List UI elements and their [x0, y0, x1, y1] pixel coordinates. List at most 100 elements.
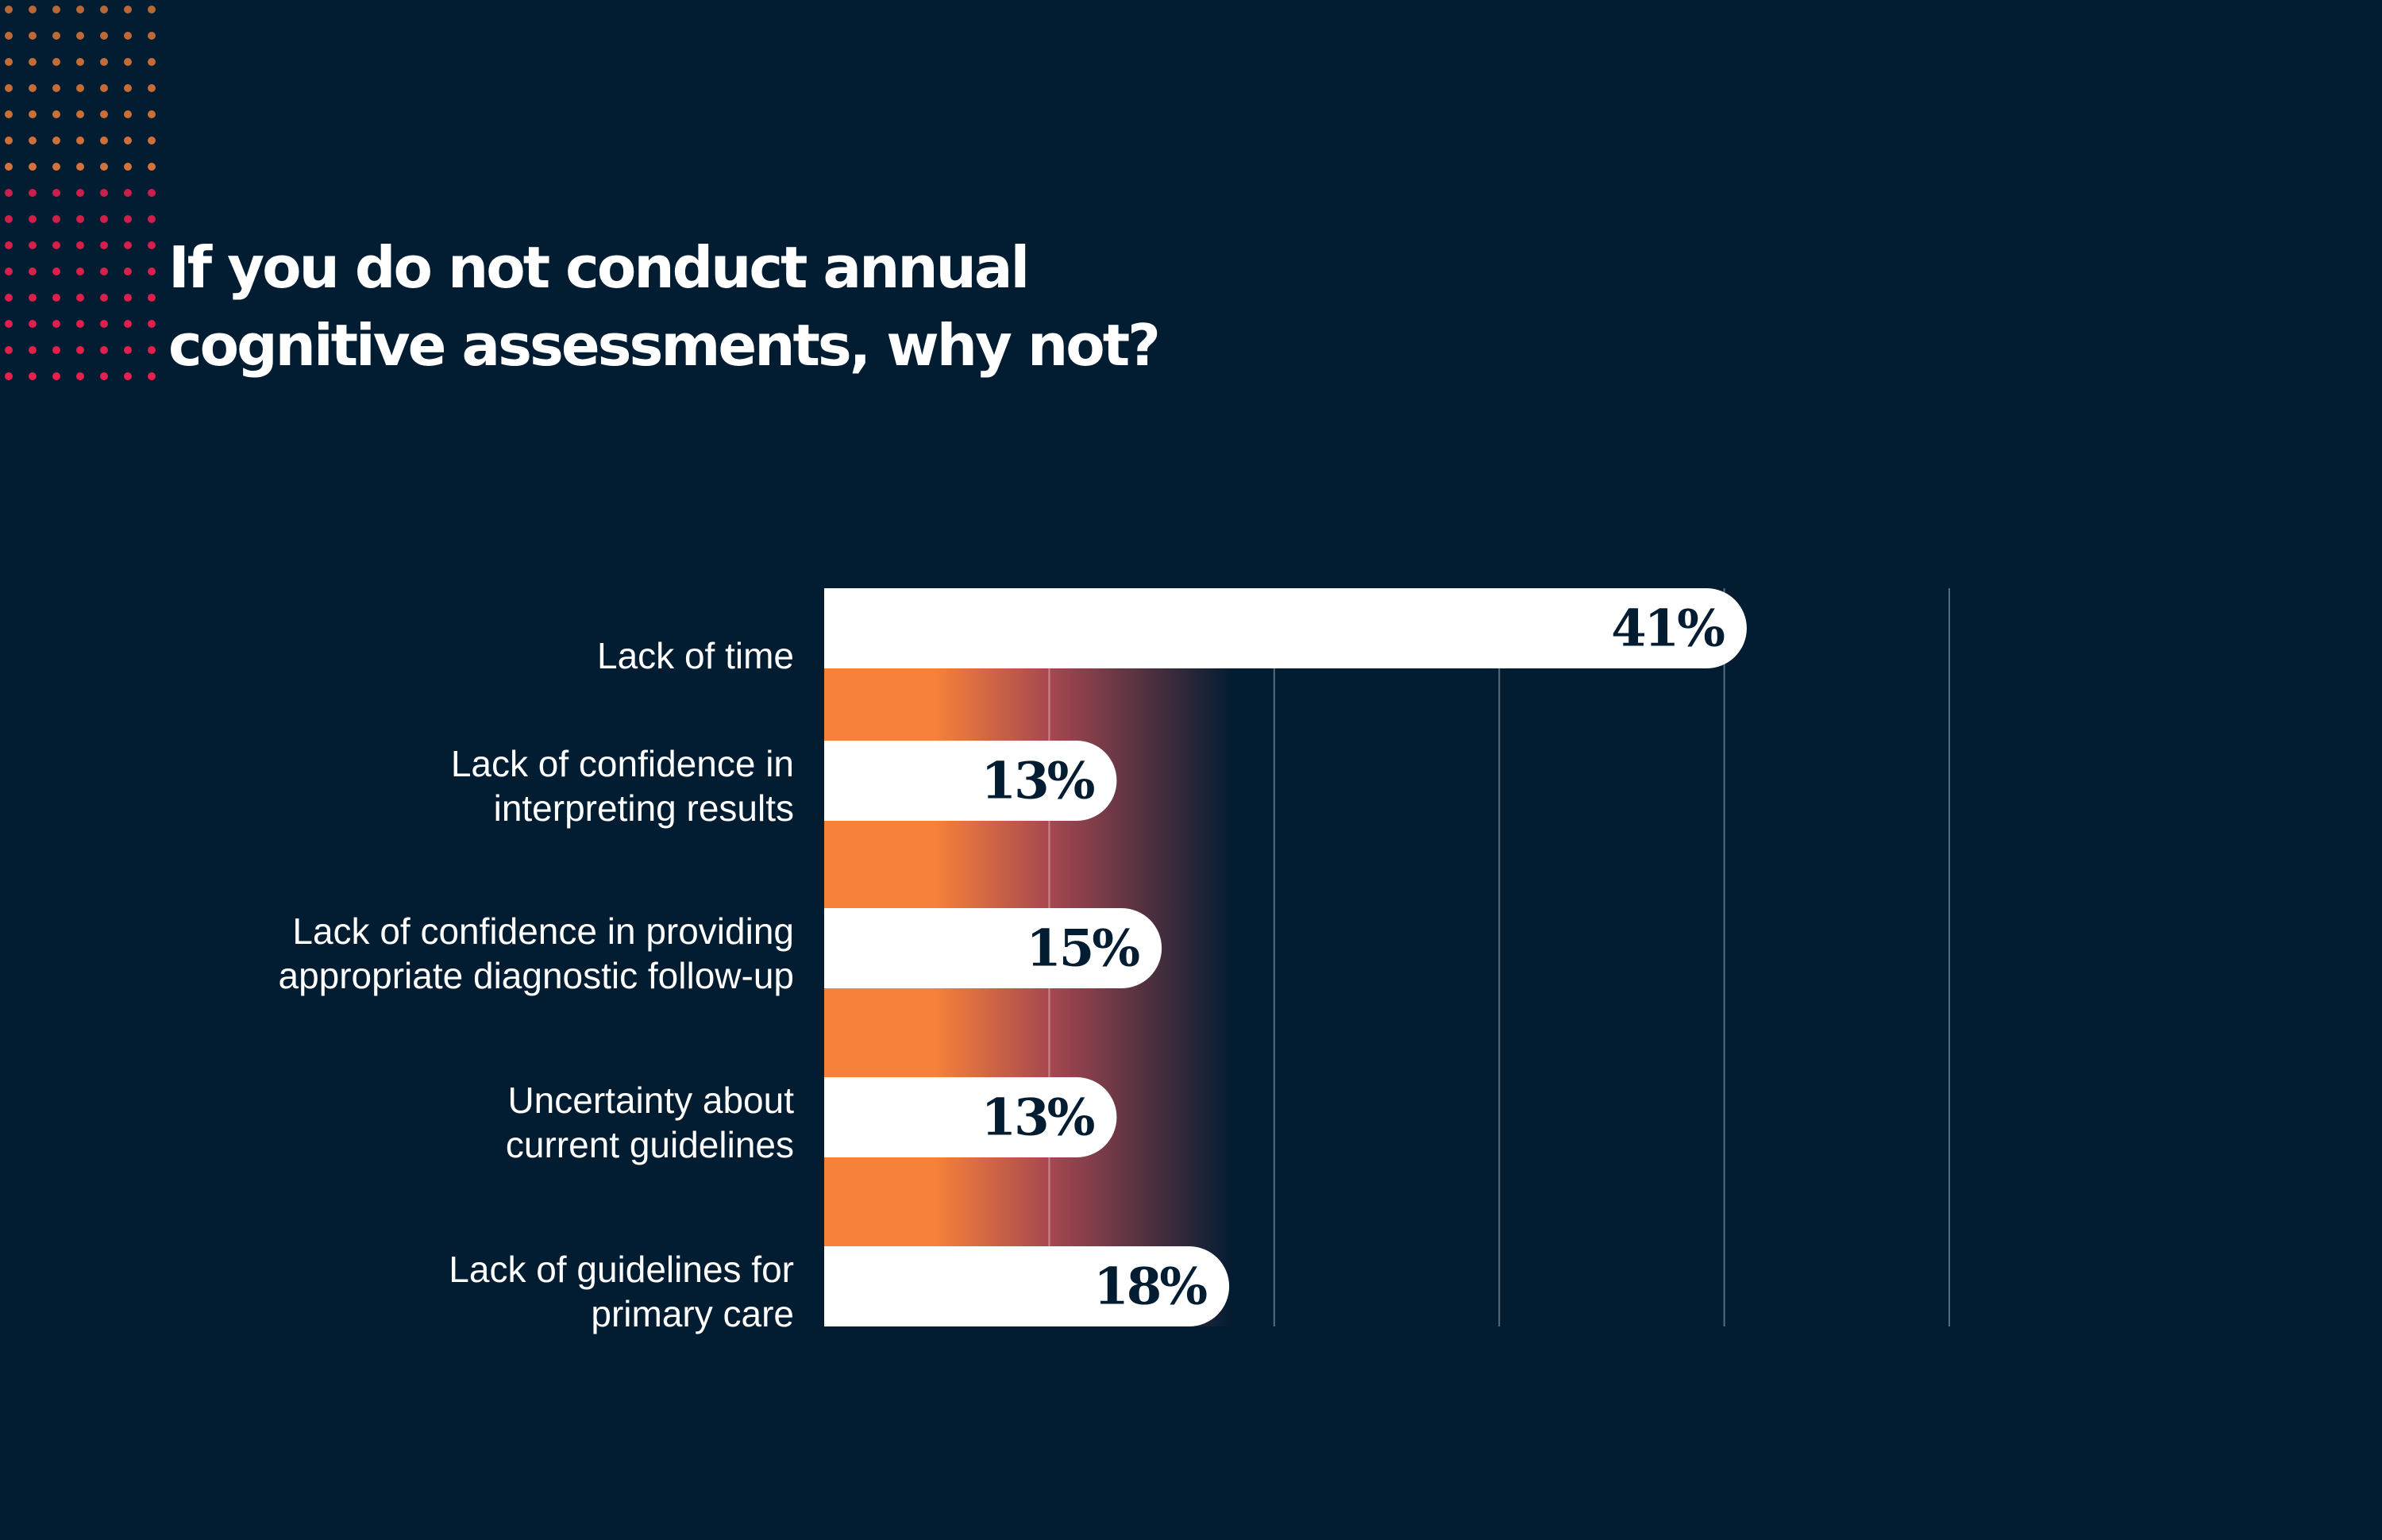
bar [824, 1246, 1230, 1326]
decorative-dot [124, 294, 132, 302]
bar [824, 588, 1747, 668]
decorative-dot [76, 58, 84, 66]
decorative-dot [100, 6, 108, 13]
decorative-dot [5, 84, 13, 92]
decorative-dot [52, 110, 60, 118]
decorative-dot [100, 372, 108, 380]
decorative-dot [29, 372, 37, 380]
decorative-dot [5, 189, 13, 197]
decorative-dot [148, 372, 156, 380]
category-labels: Lack of time Lack of confidence in interpr… [278, 635, 794, 1334]
decorative-dot [52, 372, 60, 380]
decorative-dot [100, 215, 108, 223]
decorative-dot [148, 163, 156, 171]
decorative-dot [52, 320, 60, 328]
decorative-dot [52, 163, 60, 171]
decorative-dot [100, 58, 108, 66]
decorative-dot [124, 32, 132, 40]
decorative-dot [29, 6, 37, 13]
decorative-dot [5, 163, 13, 171]
decorative-dot [29, 163, 37, 171]
chart-title-line-1: If you do not conduct annual [168, 234, 1030, 301]
decorative-dot [76, 372, 84, 380]
decorative-dot [5, 241, 13, 249]
decorative-dot [5, 32, 13, 40]
decorative-dot [76, 294, 84, 302]
decorative-dot [100, 163, 108, 171]
bars: 41% 13% 15% 13% 18% [824, 588, 1747, 1326]
decorative-dot [100, 294, 108, 302]
decorative-dot [52, 6, 60, 13]
bar [824, 1077, 1117, 1157]
decorative-dot-pattern [5, 6, 156, 380]
category-label-line: Uncertainty about [507, 1080, 794, 1121]
category-label: Uncertainty about current guidelines [506, 1080, 794, 1165]
decorative-dot [29, 215, 37, 223]
decorative-dot [148, 241, 156, 249]
decorative-dot [148, 6, 156, 13]
decorative-dot [5, 372, 13, 380]
decorative-dot [52, 58, 60, 66]
decorative-dot [76, 163, 84, 171]
decorative-dot [52, 346, 60, 354]
decorative-dot [124, 84, 132, 92]
category-label-line: appropriate diagnostic follow-up [278, 955, 794, 996]
category-label: Lack of time [597, 635, 794, 676]
bar-value-label: 15% [1026, 919, 1139, 979]
decorative-dot [52, 294, 60, 302]
bar-value-label: 41% [1611, 599, 1725, 659]
decorative-dot [148, 346, 156, 354]
category-label-line: primary care [591, 1293, 794, 1334]
decorative-dot [148, 137, 156, 144]
decorative-dot [29, 320, 37, 328]
decorative-dot [148, 294, 156, 302]
decorative-dot [76, 215, 84, 223]
decorative-dot [5, 137, 13, 144]
decorative-dot [76, 189, 84, 197]
decorative-dot [148, 32, 156, 40]
decorative-dot [76, 32, 84, 40]
category-label-line: Lack of confidence in providing [292, 911, 794, 952]
decorative-dot [5, 58, 13, 66]
decorative-dot [76, 84, 84, 92]
decorative-dot [29, 268, 37, 275]
decorative-dot [5, 215, 13, 223]
decorative-dot [5, 346, 13, 354]
bar [824, 740, 1117, 821]
decorative-dot [148, 268, 156, 275]
decorative-dot [29, 346, 37, 354]
decorative-dot [124, 58, 132, 66]
decorative-dot [100, 241, 108, 249]
decorative-dot [124, 268, 132, 275]
category-label-line: Lack of time [597, 635, 794, 676]
category-label: Lack of confidence in providing appropria… [278, 911, 794, 996]
category-label-line: Lack of guidelines for [449, 1249, 794, 1290]
decorative-dot [148, 110, 156, 118]
decorative-dot [29, 32, 37, 40]
decorative-dot [29, 137, 37, 144]
decorative-dot [76, 268, 84, 275]
decorative-dot [124, 241, 132, 249]
decorative-dot [148, 58, 156, 66]
decorative-dot [76, 6, 84, 13]
decorative-dot [100, 137, 108, 144]
category-label: Lack of guidelines for primary care [449, 1249, 794, 1334]
decorative-dot [100, 84, 108, 92]
decorative-dot [100, 346, 108, 354]
decorative-dot [124, 163, 132, 171]
decorative-dot [5, 268, 13, 275]
decorative-dot [52, 137, 60, 144]
decorative-dot [52, 189, 60, 197]
decorative-dot [124, 372, 132, 380]
decorative-dot [100, 268, 108, 275]
decorative-dot [124, 215, 132, 223]
decorative-dot [124, 137, 132, 144]
decorative-dot [29, 84, 37, 92]
decorative-dot [76, 137, 84, 144]
decorative-dot [76, 110, 84, 118]
decorative-dot [5, 110, 13, 118]
decorative-dot [124, 346, 132, 354]
bar-value-label: 18% [1093, 1257, 1207, 1317]
decorative-dot [148, 320, 156, 328]
